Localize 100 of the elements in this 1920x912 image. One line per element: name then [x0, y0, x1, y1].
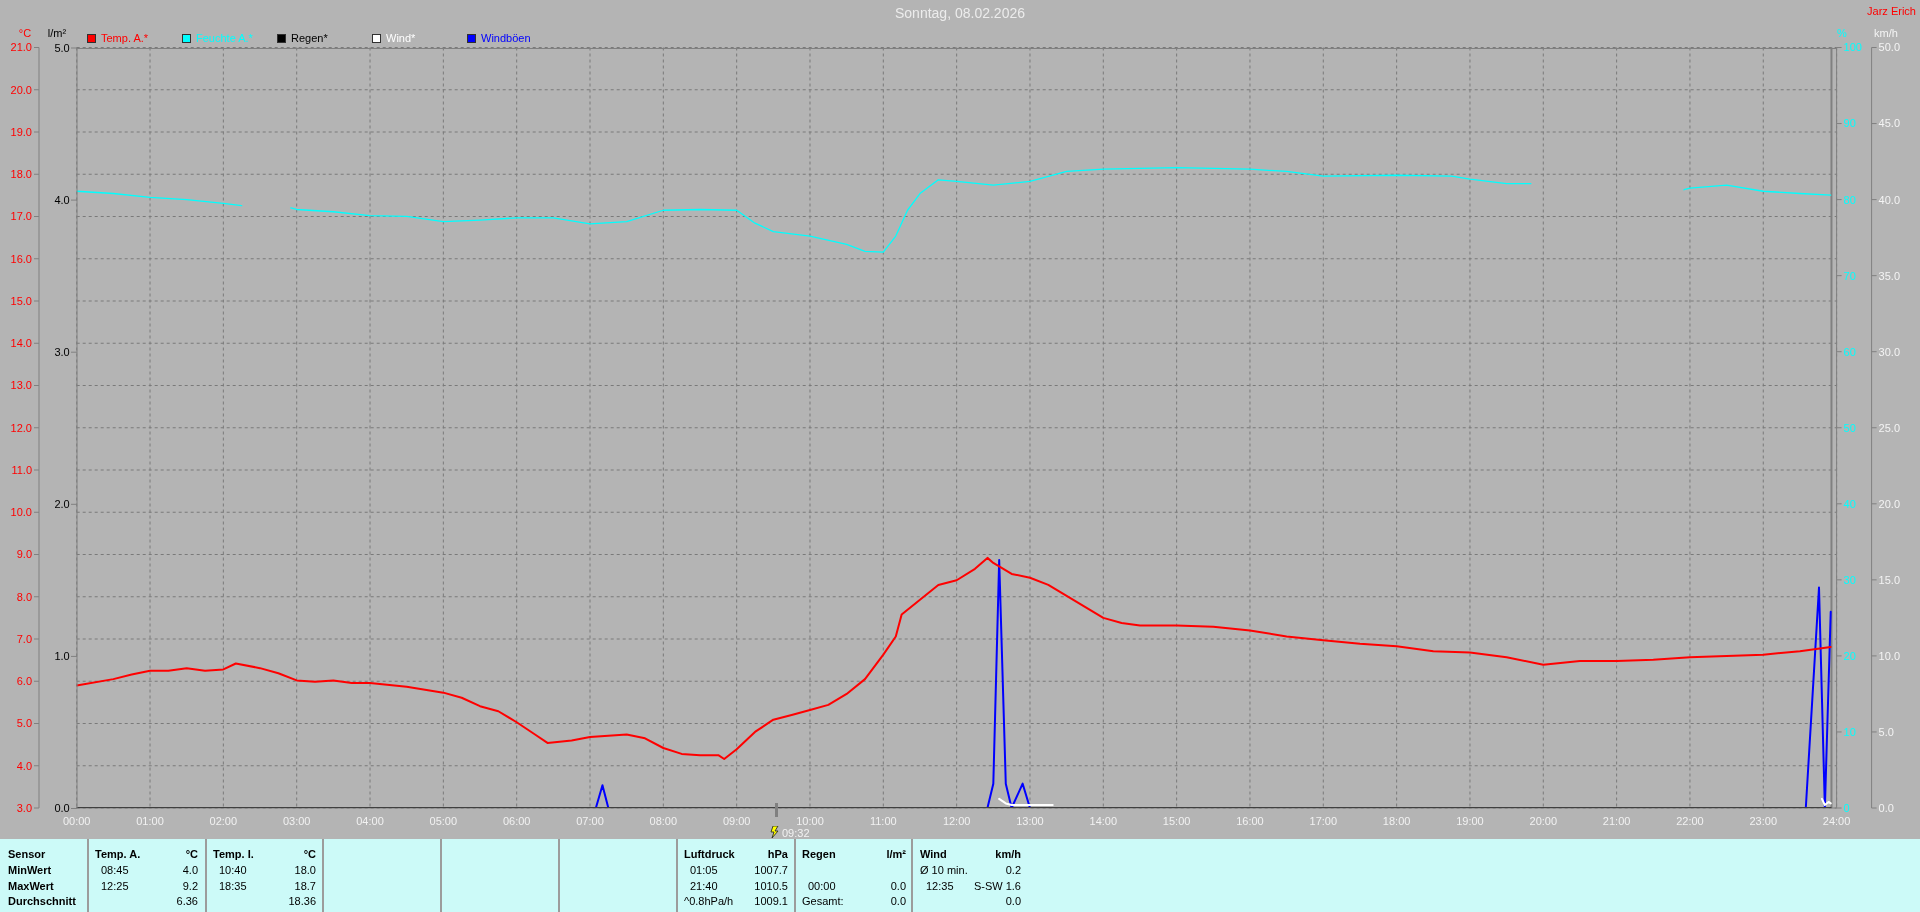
y-tick-label: 8.0 — [16, 590, 32, 603]
text: 0.0 — [54, 801, 70, 815]
x-tick-label: 05:00 — [429, 814, 458, 827]
y3-tick-label: 20.0 — [1878, 497, 1901, 510]
x-tick-label: 03:00 — [282, 814, 311, 827]
text: 09:32 — [782, 826, 810, 840]
text: 1.0 — [54, 648, 70, 663]
x-tick-label: 17:00 — [1309, 814, 1338, 827]
x-tick-label: 19:00 — [1456, 814, 1484, 827]
text: 18.0 — [294, 862, 316, 877]
text: Gesamt: — [802, 894, 844, 908]
text: 5.0 — [54, 40, 70, 55]
y-tick-label: 14.0 — [10, 337, 32, 350]
text: 0.2 — [1005, 862, 1021, 877]
x-tick-label: 23:00 — [1749, 814, 1778, 827]
y3-tick-label: 15.0 — [1878, 573, 1901, 586]
y2-tick-label: 10 — [1843, 725, 1856, 738]
x-tick-label: 07:00 — [576, 814, 604, 827]
x-tick-label: 00:00 — [62, 814, 91, 827]
y2-tick-label: 100 — [1843, 41, 1862, 54]
y3-tick-label: 30.0 — [1878, 345, 1901, 358]
text: 18.36 — [288, 894, 316, 908]
y2-tick-label: 90 — [1843, 117, 1856, 130]
text: Jarz Erich — [1867, 4, 1916, 18]
x-tick-label: 11:00 — [869, 814, 897, 827]
y3-axis-title: km/h — [1873, 26, 1899, 40]
y3-tick-label: 10.0 — [1878, 649, 1901, 662]
text: 18:35 — [219, 878, 247, 893]
text: 1007.7 — [754, 862, 788, 877]
y3-tick-label: 40.0 — [1878, 193, 1901, 206]
y-tick-label: 11.0 — [11, 463, 32, 476]
y2-tick-label: 50 — [1843, 421, 1856, 434]
y-tick-label: 12.0 — [10, 421, 32, 434]
text: Luftdruck — [684, 846, 735, 861]
text: ^0.8hPa/h — [684, 894, 734, 908]
y-tick-label: 10.0 — [10, 506, 32, 519]
text: 3.0 — [54, 344, 70, 359]
x-tick-label: 22:00 — [1676, 814, 1704, 827]
text: Regen — [802, 846, 836, 861]
x-tick-label: 21:00 — [1602, 814, 1631, 827]
text: 1010.5 — [754, 878, 788, 893]
x-tick-label: 09:00 — [722, 814, 751, 827]
y-tick-label: 16.0 — [10, 252, 32, 265]
text: 21:40 — [690, 878, 718, 893]
y3-tick-label: 0.0 — [1878, 801, 1894, 814]
text: Ø 10 min. — [920, 862, 968, 877]
text: 2.0 — [54, 496, 70, 511]
text: 6.36 — [176, 894, 198, 908]
text: Wind — [920, 846, 947, 861]
legend-label: Windböen — [481, 32, 531, 44]
y2-axis-title: % — [1836, 26, 1848, 40]
x-tick-label: 12:00 — [942, 814, 971, 827]
x-tick-label: 14:00 — [1089, 814, 1118, 827]
text: Durchschnitt — [8, 894, 76, 908]
y2-tick-label: 30 — [1843, 573, 1856, 586]
x-tick-label: 24:00 — [1822, 814, 1851, 827]
y-tick-label: 6.0 — [16, 675, 32, 688]
x-tick-label: 01:00 — [136, 814, 164, 827]
y2-tick-label: 20 — [1843, 649, 1856, 662]
text: 0.0 — [1005, 894, 1021, 908]
y-tick-label: 20.0 — [10, 83, 32, 96]
x-tick-label: 18:00 — [1382, 814, 1411, 827]
y-tick-label: 15.0 — [10, 294, 32, 307]
text: 0.0 — [890, 894, 906, 908]
x-tick-label: 16:00 — [1236, 814, 1264, 827]
text: 12:25 — [101, 878, 129, 893]
legend-label: Wind* — [386, 32, 416, 44]
text: 9.2 — [182, 878, 198, 893]
text: 4.0 — [54, 192, 70, 207]
y2-tick-label: 80 — [1843, 193, 1856, 206]
y3-tick-label: 5.0 — [1878, 725, 1894, 738]
y2-tick-label: 60 — [1843, 345, 1856, 358]
y-tick-label: 21.0 — [10, 41, 32, 54]
text: °C — [185, 846, 198, 861]
text: km/h — [995, 846, 1021, 861]
text: 0.0 — [890, 878, 906, 893]
y-tick-label: 4.0 — [16, 759, 32, 772]
text: MaxWert — [8, 878, 54, 893]
y3-tick-label: 35.0 — [1878, 269, 1901, 282]
x-tick-label: 20:00 — [1529, 814, 1558, 827]
y-tick-label: 7.0 — [16, 632, 32, 645]
text: 18.7 — [294, 878, 316, 893]
x-tick-label: 06:00 — [502, 814, 531, 827]
text: 00:00 — [808, 878, 836, 893]
y-axis-title: °C — [18, 27, 32, 39]
text: Temp. I. — [213, 846, 254, 861]
legend-label: Regen* — [291, 32, 328, 44]
text: Temp. A. — [95, 846, 141, 861]
y3-tick-label: 25.0 — [1878, 421, 1901, 434]
y-tick-label: 17.0 — [10, 210, 32, 223]
y3-tick-label: 50.0 — [1878, 41, 1901, 54]
text: hPa — [767, 846, 788, 861]
text: °C — [303, 846, 316, 861]
x-tick-label: 10:00 — [796, 814, 824, 827]
text: Sensor — [8, 846, 46, 861]
y-tick-label: 13.0 — [10, 379, 32, 392]
text: 01:05 — [690, 862, 718, 877]
legend-label: Temp. A.* — [101, 32, 149, 44]
x-tick-label: 15:00 — [1162, 814, 1191, 827]
text: MinWert — [8, 862, 52, 877]
